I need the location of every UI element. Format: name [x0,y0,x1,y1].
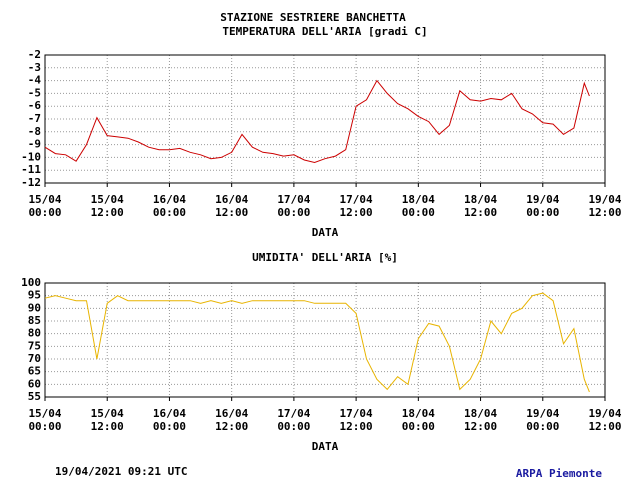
source: ARPA Piemonte [516,467,602,480]
x-tick-label: 15/04 00:00 [28,407,61,433]
y-tick-label: -10 [21,150,41,163]
timestamp: 19/04/2021 09:21 UTC [55,465,187,478]
y-tick-label: -2 [28,48,41,61]
y-tick-label: 85 [28,314,41,327]
y-tick-label: 80 [28,327,41,340]
station-title: STAZIONE SESTRIERE BANCHETTA [220,11,406,24]
x-axis-label: DATA [312,226,339,239]
y-tick-label: 70 [28,352,41,365]
data-line [44,79,590,164]
x-tick-label: 15/04 12:00 [91,193,124,219]
y-tick-label: -12 [21,176,41,189]
x-tick-label: 19/04 12:00 [588,193,621,219]
x-tick-label: 17/04 00:00 [277,193,310,219]
y-tick-label: 65 [28,365,41,378]
plot-frame [44,282,606,398]
x-tick-label: 17/04 12:00 [340,193,373,219]
x-tick-label: 16/04 00:00 [153,193,186,219]
x-axis-label: DATA [312,440,339,453]
x-tick-label: 16/04 12:00 [215,193,248,219]
x-tick-label: 15/04 12:00 [91,407,124,433]
x-tick-label: 16/04 00:00 [153,407,186,433]
y-tick-label: 60 [28,377,41,390]
plot-frame [44,54,606,184]
y-tick-label: -9 [28,138,41,151]
x-tick-label: 19/04 00:00 [526,407,559,433]
y-tick-label: -6 [28,99,42,112]
x-tick-label: 17/04 00:00 [277,407,310,433]
chart-title: UMIDITA' DELL'ARIA [%] [252,251,398,264]
x-tick-label: 19/04 00:00 [526,193,559,219]
x-tick-label: 18/04 12:00 [464,193,497,219]
x-tick-label: 16/04 12:00 [215,407,248,433]
x-tick-label: 19/04 12:00 [588,407,621,433]
y-tick-label: -11 [21,163,41,176]
x-tick-label: 15/04 00:00 [28,193,61,219]
y-tick-label: -7 [28,112,41,125]
y-tick-label: 75 [28,339,41,352]
x-tick-label: 17/04 12:00 [340,407,373,433]
data-line [44,292,590,393]
chart-title: TEMPERATURA DELL'ARIA [gradi C] [222,25,427,38]
y-tick-label: 100 [21,276,41,289]
y-tick-label: -8 [28,125,41,138]
x-tick-label: 18/04 00:00 [402,407,435,433]
y-tick-label: 55 [28,390,41,403]
x-tick-label: 18/04 12:00 [464,407,497,433]
y-tick-label: 90 [28,301,41,314]
y-tick-label: -4 [28,74,42,87]
y-tick-label: -3 [28,61,41,74]
y-tick-label: -5 [28,86,41,99]
y-tick-label: 95 [28,289,41,302]
x-tick-label: 18/04 00:00 [402,193,435,219]
